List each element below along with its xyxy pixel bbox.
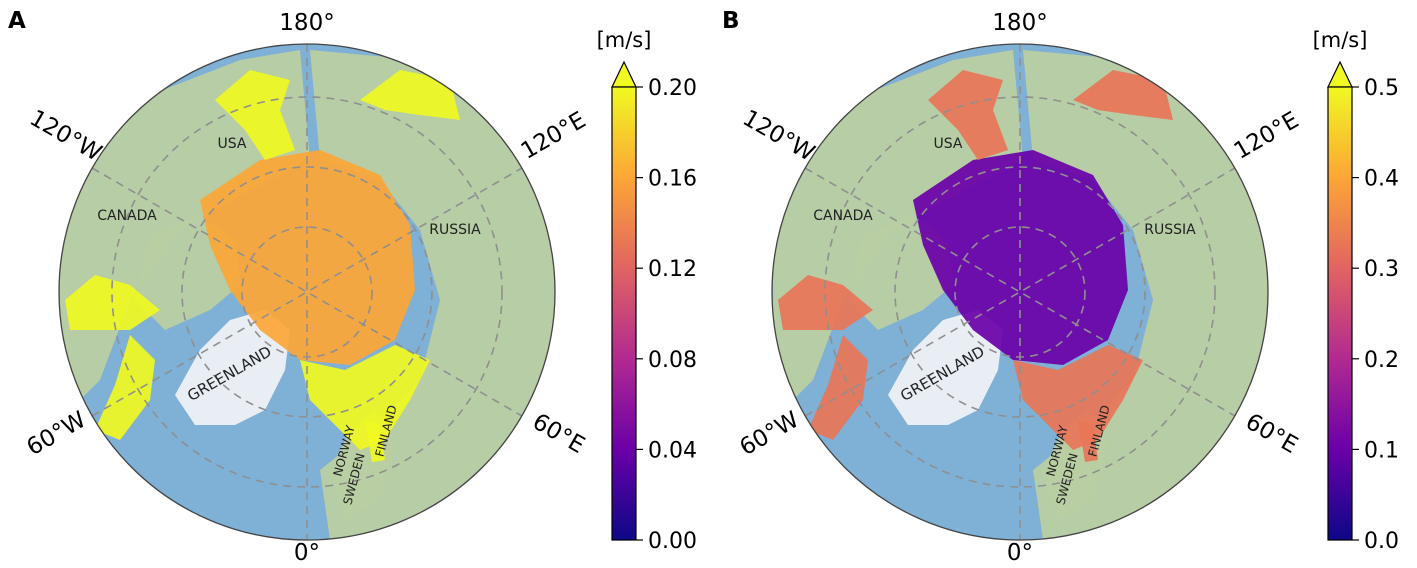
colorbar-tick-label: 0.20 — [648, 76, 697, 101]
sea-ice-labrador — [778, 275, 873, 330]
colorbar-ticks: 0.0 0.1 0.2 0.3 0.4 0.5 — [1352, 76, 1399, 554]
colorbar: [m/s] 0.00 0.04 0.08 0.12 0.16 0.20 — [597, 28, 697, 554]
lon-label-120e: 120°E — [517, 107, 591, 164]
panel-letter: A — [8, 8, 26, 34]
colorbar: [m/s] 0.0 0.1 0.2 0.3 0.4 0.5 — [1313, 28, 1399, 554]
colorbar-tick-label: 0.3 — [1364, 257, 1399, 282]
greenland-icecap — [175, 310, 290, 425]
place-label-russia: RUSSIA — [1144, 222, 1196, 238]
sea-ice-labrador — [65, 275, 160, 330]
lon-label-120w: 120°W — [738, 105, 819, 167]
colorbar-tick-label: 0.04 — [648, 438, 697, 463]
colorbar-extend-arrow — [611, 60, 637, 88]
colorbar-tick-label: 0.16 — [648, 167, 697, 192]
graticule — [804, 44, 1236, 540]
place-label-usa: USA — [218, 136, 247, 152]
colorbar-unit: [m/s] — [1313, 28, 1368, 52]
lon-label-0: 0° — [294, 540, 320, 566]
colorbar-ticks: 0.00 0.04 0.08 0.12 0.16 0.20 — [636, 76, 697, 554]
colorbar-tick-label: 0.0 — [1364, 529, 1399, 554]
sea-ice-okhotsk — [360, 70, 460, 120]
colorbar-unit: [m/s] — [597, 28, 652, 52]
land-north-america — [60, 50, 310, 420]
sea-ice-okhotsk — [1073, 70, 1173, 120]
place-label-canada: CANADA — [97, 208, 157, 224]
map-boundary — [58, 43, 556, 541]
colorbar-ramp — [1327, 86, 1353, 541]
lon-label-120w: 120°W — [25, 105, 106, 167]
greenland-icecap — [888, 310, 1003, 425]
colorbar-ramp — [611, 86, 637, 541]
lon-label-60w: 60°W — [22, 407, 90, 461]
sea-ice-baltic — [1078, 420, 1098, 462]
land-north-america — [773, 50, 1023, 420]
place-label-canada: CANADA — [813, 208, 873, 224]
polar-map — [59, 44, 555, 540]
panel-letter: B — [722, 8, 740, 34]
place-label-russia: RUSSIA — [429, 222, 481, 238]
sea-ice-barents — [1013, 345, 1143, 450]
sea-ice-east-greenland — [95, 335, 155, 440]
place-label-usa: USA — [934, 136, 963, 152]
panel-b: B 180° 0° 12 — [722, 8, 1399, 566]
colorbar-tick-label: 0.08 — [648, 348, 697, 373]
lon-label-60e: 60°E — [1241, 409, 1302, 459]
lon-label-120e: 120°E — [1230, 107, 1304, 164]
colorbar-tick-label: 0.2 — [1364, 348, 1399, 373]
map-boundary — [771, 43, 1269, 541]
lon-label-180: 180° — [279, 10, 334, 36]
colorbar-tick-label: 0.12 — [648, 257, 697, 282]
colorbar-tick-label: 0.00 — [648, 529, 697, 554]
polar-map — [772, 44, 1268, 540]
lon-label-60w: 60°W — [735, 407, 803, 461]
sea-ice-bering — [215, 70, 295, 160]
sea-ice-bering — [928, 70, 1008, 160]
colorbar-tick-label: 0.1 — [1364, 438, 1399, 463]
panel-a: A — [8, 8, 697, 566]
lon-label-180: 180° — [992, 10, 1047, 36]
sea-ice-barents — [300, 345, 430, 450]
lon-label-60e: 60°E — [528, 409, 589, 459]
colorbar-tick-label: 0.4 — [1364, 167, 1399, 192]
colorbar-extend-arrow — [1327, 60, 1353, 88]
sea-ice-baltic — [365, 420, 385, 462]
colorbar-tick-label: 0.5 — [1364, 76, 1399, 101]
graticule — [91, 44, 523, 540]
sea-ice-east-greenland — [808, 335, 868, 440]
lon-label-0: 0° — [1007, 540, 1033, 566]
